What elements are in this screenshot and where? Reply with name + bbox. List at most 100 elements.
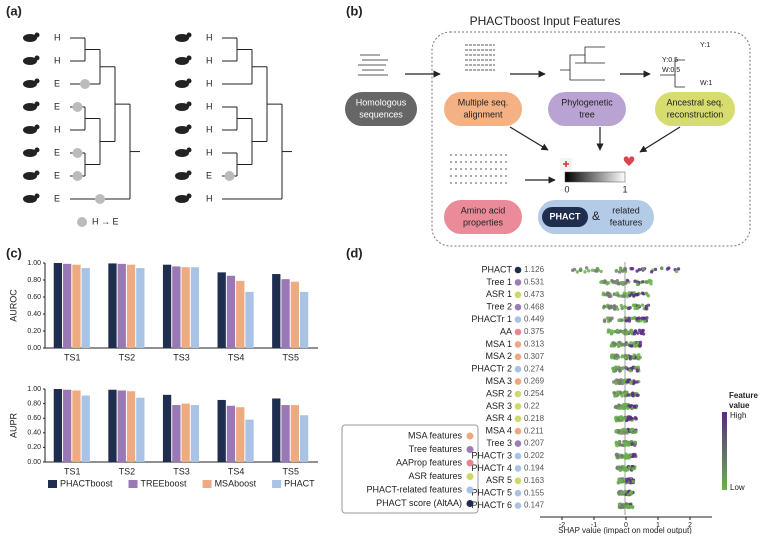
y-tick-label: 0.60 [27, 294, 41, 301]
animal-icon [175, 80, 189, 88]
node-label: alignment [463, 109, 503, 119]
group-dot [514, 390, 522, 398]
leaf-label: H [54, 55, 61, 65]
group-dot [514, 440, 522, 447]
y-tick-label: 0.80 [27, 400, 41, 407]
feature-label: PHACTr 6 [471, 500, 512, 510]
swarm-dot [620, 280, 624, 285]
swarm-dot [624, 504, 629, 508]
swarm-dot [615, 291, 620, 295]
swarm-dot [620, 394, 624, 398]
legend-dot [466, 473, 474, 480]
swarm [614, 452, 638, 460]
animal-icon [23, 126, 37, 134]
swarm-dot [624, 452, 628, 456]
importance-label: 0.147 [524, 501, 545, 510]
animal-icon [23, 103, 37, 111]
swarm-dot [610, 353, 615, 357]
asr-label: W:0.5 [662, 67, 680, 74]
swarm-dot [618, 368, 622, 373]
bar [290, 281, 299, 348]
y-axis-label: AUPR [8, 413, 18, 439]
animal-icon [23, 34, 37, 42]
swarm-dot [641, 292, 646, 296]
swarm-dot [613, 416, 618, 420]
y-tick-label: 1.00 [27, 386, 41, 393]
swarm-dot [613, 292, 617, 297]
gradient-label: 0 [564, 184, 569, 194]
y-tick-label: 0.00 [27, 459, 41, 466]
group-dot [514, 279, 522, 286]
importance-label: 0.313 [524, 340, 545, 349]
swarm-dot [635, 380, 639, 384]
swarm-dot [619, 468, 623, 472]
swarm-dot [609, 331, 614, 336]
bar [217, 399, 226, 462]
bar [245, 419, 254, 462]
transition-marker [80, 79, 90, 89]
y-tick-label: 0.40 [27, 430, 41, 437]
swarm-dot [632, 380, 636, 385]
swarm-dot [616, 281, 620, 286]
animal-icon [34, 78, 40, 84]
swarm-dot [623, 356, 628, 360]
swarm-dot [617, 381, 621, 385]
swarm-dot [612, 380, 616, 384]
group-dot [514, 502, 522, 509]
swarm-dot [631, 467, 635, 471]
swarm-dot [635, 331, 640, 335]
swarm-dot [615, 390, 620, 394]
node-label: related [612, 205, 640, 215]
bar [272, 398, 281, 462]
swarm-dot [624, 291, 628, 296]
swarm [606, 328, 646, 336]
swarm-dot [606, 291, 611, 295]
x-tick-label: TS1 [64, 352, 81, 362]
legend-swatch [128, 480, 138, 488]
swarm-dot [623, 267, 627, 272]
importance-label: 0.449 [524, 315, 545, 324]
bar [126, 264, 136, 348]
importance-label: 0.375 [524, 327, 545, 336]
swarm-dot [629, 380, 633, 384]
arrows [405, 70, 681, 184]
swarm-dot [629, 266, 633, 271]
leaf-label: E [54, 78, 60, 88]
swarm-dot [629, 416, 633, 421]
x-tick-label: TS4 [228, 352, 245, 362]
animal-icon [34, 170, 40, 176]
animal-icon [175, 103, 189, 111]
animal-icon [186, 55, 192, 61]
importance-label: 0.207 [524, 439, 545, 448]
swarm-dot [612, 279, 617, 284]
group-dot [514, 341, 522, 348]
feature-label: ASR 4 [486, 413, 512, 423]
animal-icon [175, 172, 189, 180]
node-pill [655, 92, 735, 126]
bar [63, 263, 72, 348]
swarm-dot [628, 343, 632, 348]
bar [290, 405, 299, 462]
y-tick-label: 1.00 [27, 260, 41, 267]
group-dot [514, 291, 522, 299]
group-dot [514, 328, 522, 336]
swarm-dot [609, 305, 613, 309]
transition-marker [72, 102, 83, 112]
swarm-dot [616, 480, 620, 485]
swarm-dot [674, 269, 679, 274]
swarm-dot [624, 319, 629, 323]
x-axis-label: SHAP value (impact on model output) [558, 526, 692, 534]
swarm-dot [615, 441, 619, 445]
leaf-label: H [206, 101, 213, 111]
swarm-dot [633, 416, 638, 420]
asr-label: W:1 [700, 80, 712, 87]
y-tick-label: 0.00 [27, 345, 41, 352]
swarm-dot [615, 278, 620, 283]
swarm-dot [640, 303, 645, 307]
swarm-dot [635, 292, 640, 297]
legend-dot [466, 459, 474, 467]
swarm [612, 390, 640, 398]
animal-icon [23, 57, 37, 65]
swarm-dot [637, 303, 641, 308]
